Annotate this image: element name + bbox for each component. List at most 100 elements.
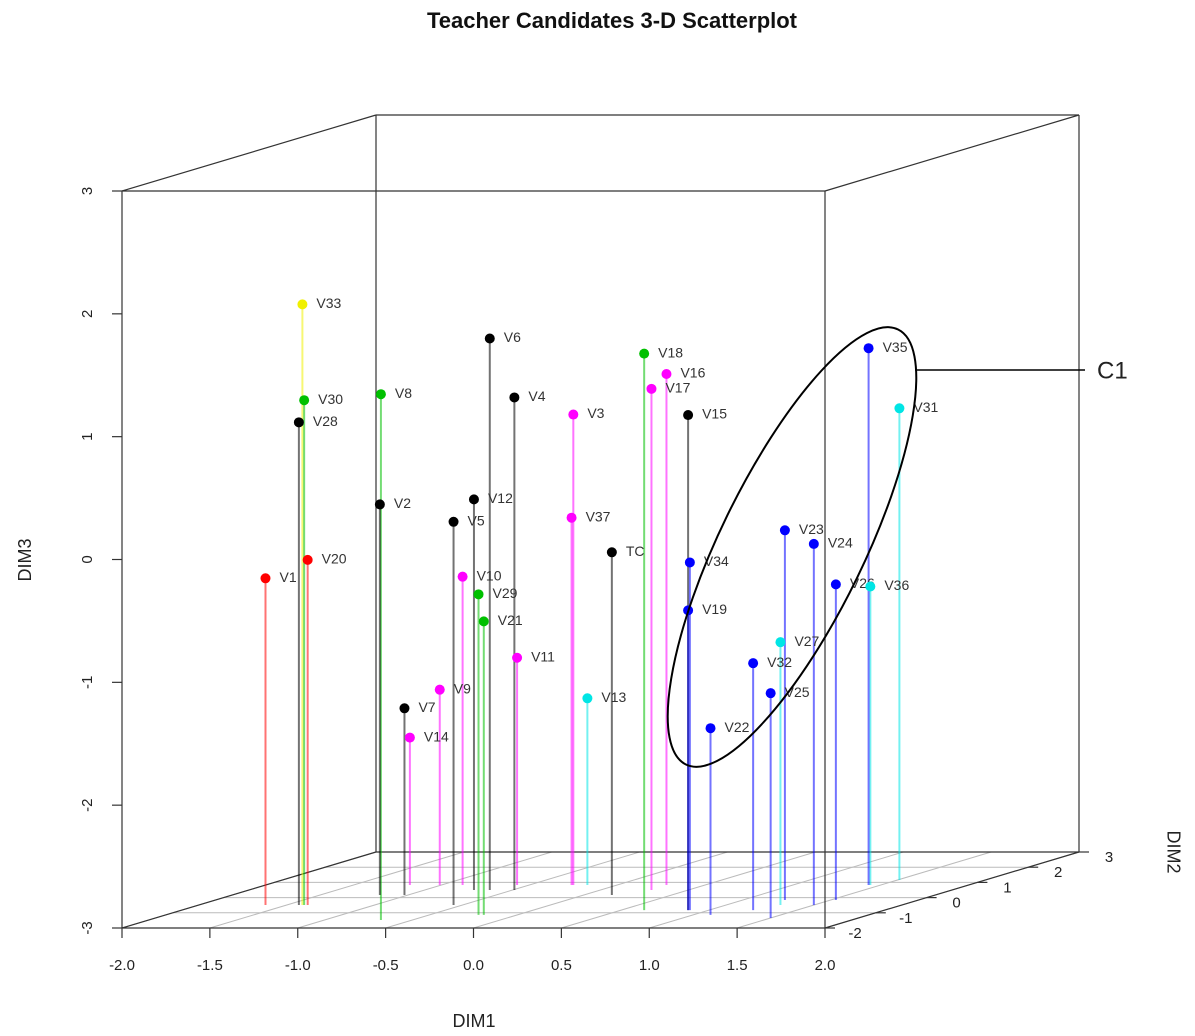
point: [646, 383, 657, 394]
point-label: V14: [424, 728, 449, 744]
point-label: V6: [504, 329, 521, 345]
box-edge: [121, 114, 377, 192]
z-tick-label: -2: [79, 798, 96, 811]
z-tick-label: -3: [79, 921, 96, 934]
box-edge: [824, 114, 1080, 192]
point: [683, 410, 694, 421]
x-tick-label: -0.5: [373, 957, 399, 974]
point-label: V37: [586, 508, 611, 524]
point-label: V13: [601, 689, 626, 705]
point: [457, 571, 468, 582]
point: [775, 637, 786, 648]
point: [765, 688, 776, 699]
z-tick-label: 1: [79, 432, 96, 440]
point-label: V16: [680, 365, 705, 381]
z-tick-label: 3: [79, 187, 96, 195]
point: [705, 723, 716, 734]
point-label: V4: [528, 388, 545, 404]
point-label: V30: [318, 391, 343, 407]
point: [399, 703, 410, 714]
y-tick-label: 2: [1054, 864, 1062, 881]
point: [404, 732, 415, 743]
grid-line: [473, 851, 728, 929]
point: [302, 554, 313, 565]
point-label: V20: [322, 551, 347, 567]
point-label: V3: [587, 405, 604, 421]
point-label: V5: [468, 513, 485, 529]
point-label: V9: [454, 680, 471, 696]
box-edge: [121, 851, 377, 929]
point-label: V36: [884, 577, 909, 593]
point-label: V18: [658, 344, 683, 360]
point-label: V35: [883, 339, 908, 355]
y-tick-label: -1: [899, 910, 912, 927]
point-label: V28: [313, 413, 338, 429]
point: [894, 403, 905, 414]
point: [468, 494, 479, 505]
z-axis-label: DIM3: [15, 538, 35, 581]
point-label: V10: [477, 567, 502, 583]
y-axis-label: DIM2: [1163, 830, 1183, 873]
point: [606, 547, 617, 558]
point: [260, 573, 271, 584]
point-label: V33: [316, 295, 341, 311]
grid-line: [649, 851, 904, 929]
point-label: V19: [702, 601, 727, 617]
box: -2.0 -1.5 -1.0 -0.5 0.0 0.5 1.0 1.5 2.0 -3 -2 -1 0 1 2…: [79, 114, 1113, 974]
point-label: V8: [395, 385, 412, 401]
point: [684, 557, 695, 568]
y-tick-label: 1: [1003, 879, 1011, 896]
x-axis-label: DIM1: [452, 1011, 495, 1031]
grid-line: [209, 851, 465, 929]
point: [434, 684, 445, 695]
point-label: V31: [913, 399, 938, 415]
point-label: V32: [767, 654, 792, 670]
point-label: TC: [626, 543, 645, 559]
point: [297, 299, 308, 310]
point: [808, 538, 819, 549]
point-label: V2: [394, 495, 411, 511]
y-tick-label: 0: [952, 895, 960, 912]
x-tick-label: 2.0: [815, 957, 836, 974]
point: [448, 516, 459, 527]
z-tick-label: 2: [79, 310, 96, 318]
box-edge: [824, 851, 1080, 929]
z-tick-label: 0: [79, 555, 96, 563]
point: [863, 343, 874, 354]
x-tick-label: -1.0: [285, 957, 311, 974]
point-label: V15: [702, 406, 727, 422]
point-label: V22: [725, 719, 750, 735]
x-tick-label: -2.0: [109, 957, 135, 974]
point: [375, 389, 386, 400]
point-label: V17: [665, 380, 690, 396]
y-tick-label: -2: [848, 925, 861, 942]
point-label: V21: [498, 612, 523, 628]
point: [582, 693, 593, 704]
grid-line: [736, 851, 992, 929]
grid-line: [297, 851, 552, 929]
point: [779, 525, 790, 536]
point-label: V11: [531, 648, 555, 664]
x-tick-label: -1.5: [197, 957, 223, 974]
point: [484, 333, 495, 344]
chart-title: Teacher Candidates 3-D Scatterplot: [427, 8, 798, 33]
grid-line: [385, 851, 640, 929]
point-label: V1: [279, 569, 296, 585]
annotation: C1: [1097, 357, 1128, 384]
point: [568, 409, 579, 420]
x-tick-label: 1.0: [639, 957, 660, 974]
point: [473, 589, 484, 600]
z-tick-label: -1: [79, 676, 96, 689]
point-label: V34: [704, 553, 729, 569]
x-tick-label: 0.5: [551, 957, 572, 974]
point: [293, 417, 304, 428]
point: [661, 368, 672, 379]
point: [299, 395, 310, 406]
point-label: V29: [493, 585, 518, 601]
point: [566, 512, 577, 523]
point: [509, 392, 520, 403]
x-tick-label: 0.0: [463, 957, 484, 974]
x-tick-label: 1.5: [727, 957, 748, 974]
cluster-ellipse: [666, 326, 918, 768]
point: [478, 616, 489, 627]
